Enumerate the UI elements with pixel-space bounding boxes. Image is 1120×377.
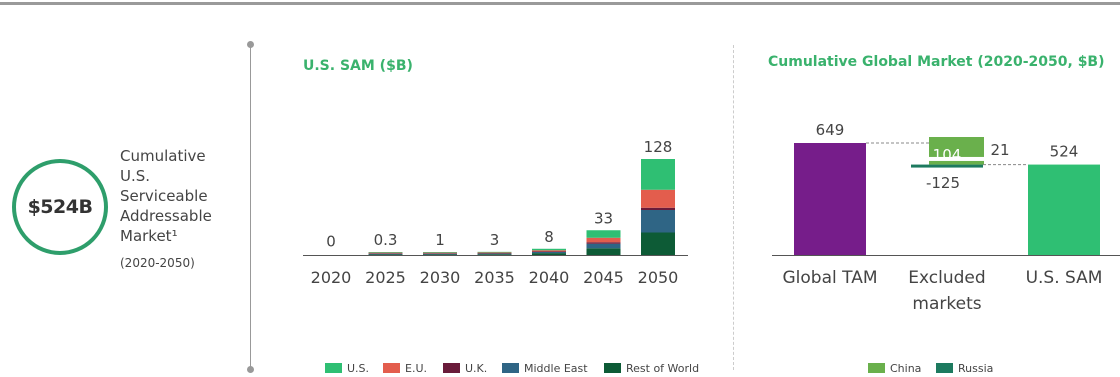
value-label: 649 <box>816 121 845 139</box>
legend-label: U.K. <box>465 362 487 375</box>
total-label: 0.3 <box>374 231 398 249</box>
x-tick-label: 2025 <box>365 268 406 287</box>
step-label-china: -125 <box>926 174 960 192</box>
us-sam-chart-title: U.S. SAM ($B) <box>303 58 413 74</box>
divider-end-dot <box>247 366 254 373</box>
x-tick-label: 2040 <box>529 268 570 287</box>
bar-segment-uk <box>477 253 512 254</box>
total-label: 3 <box>490 231 500 249</box>
bar-segment-eu <box>477 252 512 254</box>
total-label: 8 <box>544 228 554 246</box>
legend-swatch <box>383 363 400 373</box>
legend-label: China <box>890 362 921 375</box>
bar-segment-rest_of_world <box>586 248 621 255</box>
global-market-chart-title: Cumulative Global Market (2020-2050, $B) <box>768 54 1105 70</box>
legend-swatch <box>325 363 342 373</box>
bar-segment-uk <box>641 207 675 210</box>
kpi-period: (2020-2050) <box>120 256 195 270</box>
kpi-label-line: Cumulative <box>120 147 206 165</box>
bar-segment-us <box>532 248 566 251</box>
legend-label: E.U. <box>405 362 427 375</box>
bar-segment-us <box>423 252 457 253</box>
bar-segment-middle_east <box>368 253 403 255</box>
total-label: 0 <box>326 233 336 251</box>
kpi-label-line: Serviceable <box>120 187 208 205</box>
x-tick-label: 2020 <box>311 268 352 287</box>
legend-swatch <box>443 363 460 373</box>
bar-segment-uk <box>423 253 457 254</box>
total-label: 128 <box>644 138 673 156</box>
kpi-label-line: U.S. <box>120 167 151 185</box>
bar-segment-middle_east <box>532 252 566 254</box>
bar-segment-uk <box>368 253 403 254</box>
bar-us-sam <box>1028 164 1100 255</box>
legend-swatch <box>936 363 953 373</box>
legend-label: Middle East <box>524 362 588 375</box>
chart-divider <box>733 45 734 370</box>
bar-segment-middle_east <box>641 210 675 233</box>
step-bar-net-excluded <box>929 137 984 157</box>
bar-segment-us <box>641 159 675 190</box>
kpi-label-line: Market¹ <box>120 227 178 245</box>
net-excluded-label: 104 <box>933 146 962 164</box>
bar-segment-middle_east <box>423 253 457 255</box>
bar-segment-us <box>368 252 403 253</box>
x-tick-label: Global TAM <box>783 268 878 288</box>
kpi-circle: $524B <box>12 159 108 255</box>
x-tick-label: U.S. SAM <box>1026 268 1103 288</box>
bar-segment-middle_east <box>586 243 621 249</box>
bar-segment-eu <box>532 250 566 252</box>
value-label: 524 <box>1050 143 1079 161</box>
legend-swatch <box>868 363 885 373</box>
divider-end-dot <box>247 41 254 48</box>
bar-segment-eu <box>423 252 457 254</box>
legend-label: Rest of World <box>626 362 699 375</box>
bar-segment-eu <box>368 252 403 254</box>
bar-segment-uk <box>532 251 566 252</box>
x-tick-label: 2050 <box>638 268 679 287</box>
kpi-label: Cumulative U.S. Serviceable Addressable … <box>120 146 245 246</box>
legend-swatch <box>604 363 621 373</box>
legend-swatch <box>502 363 519 373</box>
top-rule <box>0 2 1120 5</box>
step-bar-russia <box>929 160 984 165</box>
bar-segment-eu <box>641 189 675 208</box>
kpi-label-line: Addressable <box>120 207 212 225</box>
bar-segment-rest_of_world <box>477 254 512 255</box>
total-label: 1 <box>435 231 445 249</box>
bar-segment-rest_of_world <box>368 254 403 255</box>
bar-segment-us <box>477 251 512 253</box>
bar-global-tam <box>794 143 866 255</box>
bar-segment-eu <box>586 237 621 243</box>
step-label-russia: 21 <box>990 141 1009 159</box>
bar-segment-rest_of_world <box>423 254 457 255</box>
bar-segment-rest_of_world <box>532 253 566 255</box>
kpi-value: $524B <box>27 196 93 218</box>
bar-segment-rest_of_world <box>641 232 675 255</box>
x-tick-label: markets <box>912 294 981 314</box>
x-tick-label: Excluded <box>908 268 985 288</box>
bar-segment-middle_east <box>477 253 512 255</box>
total-label: 33 <box>594 209 613 227</box>
x-tick-label: 2045 <box>583 268 624 287</box>
legend-label: Russia <box>958 362 993 375</box>
x-tick-label: 2035 <box>474 268 515 287</box>
bar-segment-uk <box>586 242 621 244</box>
section-divider <box>250 45 251 370</box>
step-bar-china <box>911 164 983 168</box>
x-tick-label: 2030 <box>420 268 461 287</box>
bar-segment-us <box>586 230 621 238</box>
legend-label: U.S. <box>347 362 369 375</box>
